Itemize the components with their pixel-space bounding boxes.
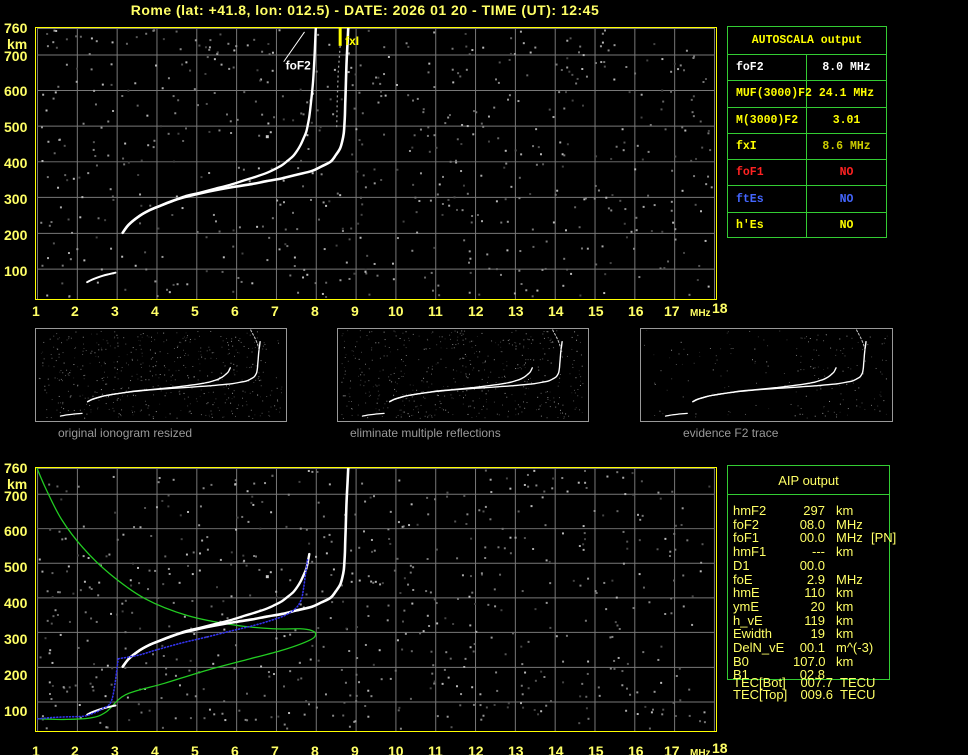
svg-text:fxI: fxI [345,34,359,48]
svg-text:foF2: foF2 [286,59,312,73]
